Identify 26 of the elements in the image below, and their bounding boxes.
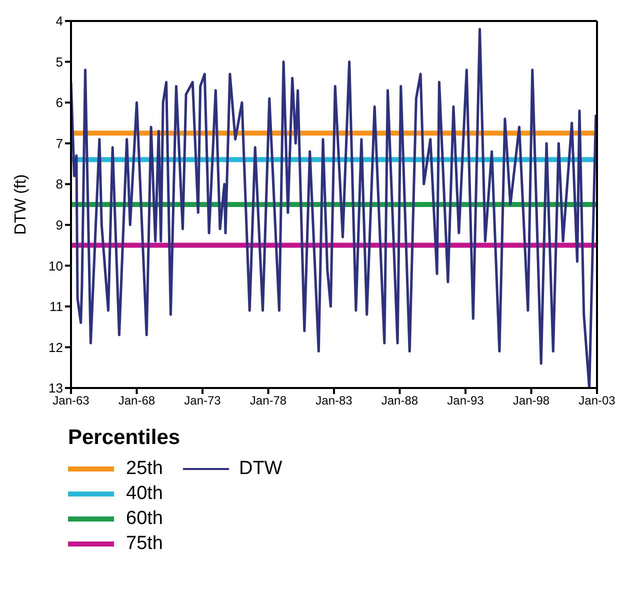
y-tick-label: 11 [50,299,63,314]
x-tick-label: Jan-63 [52,394,90,408]
y-tick-label: 9 [56,218,63,233]
legend-label: 40th [126,482,163,504]
y-tick-label: 4 [56,14,63,29]
legend-label: DTW [238,458,282,480]
x-tick-label: Jan-83 [316,394,353,408]
x-tick-label: Jan-03 [578,394,616,408]
x-tick-label: Jan-98 [512,394,550,408]
y-tick-label: 10 [48,258,63,274]
legend-title: Percentiles [68,426,182,450]
x-tick-label: Jan-93 [447,394,484,408]
y-tick-label: 6 [56,95,63,110]
x-tick-label: Jan-68 [118,394,156,408]
y-axis-title: DTW (ft) [12,174,30,235]
y-tick-label: 5 [56,54,63,70]
y-tick-label: 12 [48,340,63,355]
y-tick-label: 8 [56,176,63,192]
x-tick-label: Jan-78 [250,394,287,408]
legend-label: 75th [126,532,163,554]
y-tick-label: 13 [48,380,63,396]
x-tick-label: Jan-73 [184,394,222,408]
y-tick-label: 7 [56,136,63,151]
legend-label: 60th [126,508,163,530]
legend-label: 25th [126,458,163,480]
x-tick-label: Jan-88 [381,394,418,408]
